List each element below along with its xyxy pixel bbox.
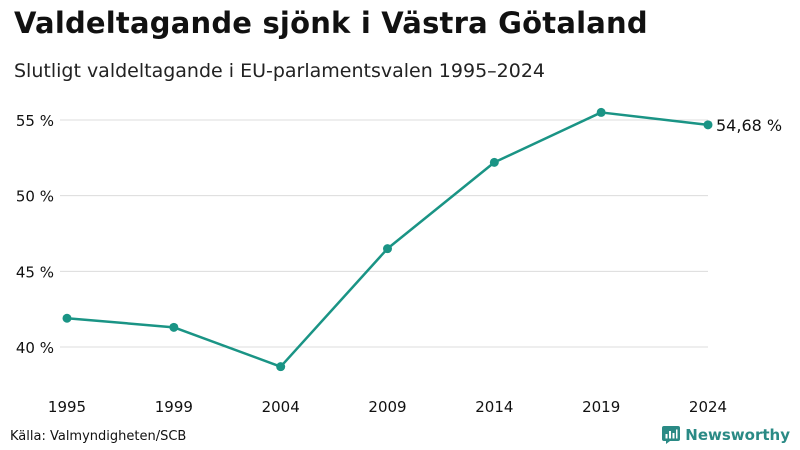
x-tick-label-2004: 2004 (262, 398, 300, 416)
data-point-2019 (596, 107, 606, 117)
data-point-2014 (489, 157, 499, 167)
x-tick-label-2009: 2009 (368, 398, 406, 416)
y-tick-label-50: 50 % (16, 188, 54, 206)
y-tick-label-45: 45 % (16, 263, 54, 281)
x-tick-label-1995: 1995 (48, 398, 86, 416)
y-tick-label-40: 40 % (16, 339, 54, 357)
x-tick-label-2019: 2019 (582, 398, 620, 416)
x-tick-label-2024: 2024 (689, 398, 727, 416)
newsworthy-icon (662, 426, 681, 444)
x-tick-label-1999: 1999 (155, 398, 193, 416)
data-point-1999 (169, 322, 179, 332)
series-line-valdeltagande (66, 111, 709, 368)
chart-subtitle: Slutligt valdeltagande i EU-parlamentsva… (14, 60, 546, 82)
data-point-2004 (276, 362, 286, 372)
data-point-1995 (62, 313, 72, 323)
end-value-label: 54,68 % (716, 116, 782, 135)
source-note: Källa: Valmyndigheten/SCB (10, 429, 187, 444)
data-point-2024 (703, 120, 713, 130)
brand-logo: Newsworthy (662, 426, 790, 444)
chart-title: Valdeltagande sjönk i Västra Götaland (14, 6, 648, 40)
data-point-2009 (383, 244, 392, 254)
y-tick-label-55: 55 % (16, 112, 54, 130)
x-tick-label-2014: 2014 (475, 398, 513, 416)
brand-name: Newsworthy (685, 426, 790, 444)
